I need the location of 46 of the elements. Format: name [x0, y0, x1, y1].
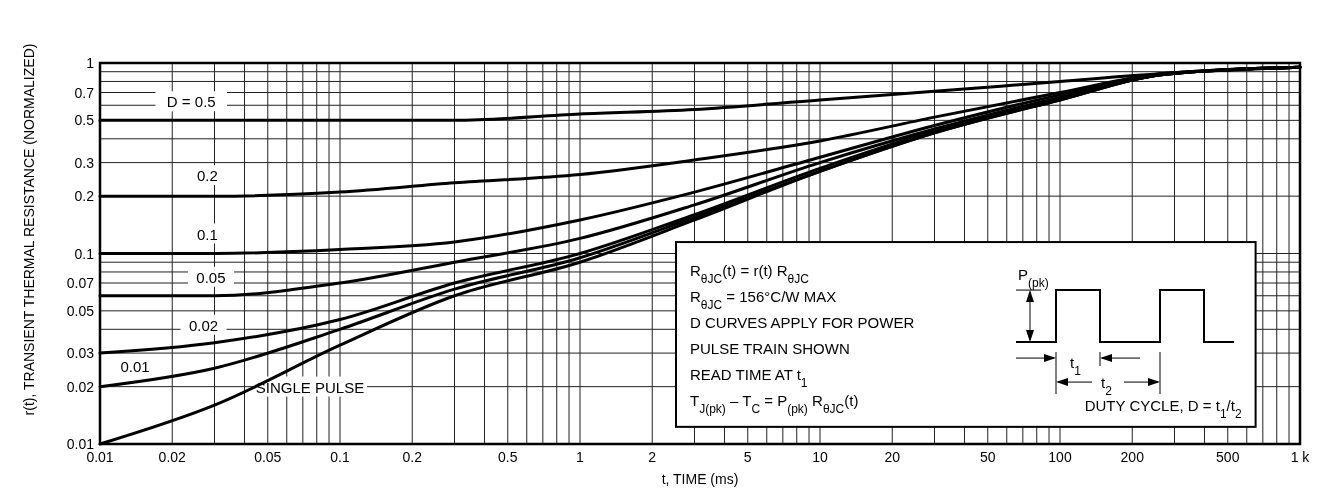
- x-tick-label: 1: [576, 449, 585, 465]
- x-axis-title: t, TIME (ms): [661, 471, 739, 487]
- series-label: SINGLE PULSE: [255, 378, 365, 396]
- x-tick-label: 0.02: [158, 449, 187, 465]
- x-tick-label: 100: [1048, 449, 1072, 465]
- y-tick-label: 1: [86, 55, 95, 71]
- x-tick-label: 500: [1216, 449, 1240, 465]
- series-label: 0.01: [120, 358, 150, 375]
- y-tick-label: 0.5: [74, 112, 95, 129]
- x-tick-label: 2: [648, 449, 657, 465]
- y-tick-label: 0.05: [66, 302, 95, 319]
- y-tick-label: 0.03: [66, 345, 95, 362]
- y-tick-label: 0.3: [74, 154, 95, 171]
- y-axis-title: r(t), TRANSIENT THERMAL RESISTANCE (NORMALIZED): [21, 43, 37, 416]
- y-tick-label: 0.02: [66, 378, 95, 395]
- x-tick-label: 1 k: [1290, 449, 1311, 465]
- x-tick-label: 20: [884, 449, 901, 465]
- annotation: READ TIME AT t$_{1}$: [690, 366, 808, 391]
- annotation: R$_{θJC}$ = 156°C/W MAX: [690, 288, 837, 313]
- series-label: 0.05: [196, 268, 226, 286]
- x-tick-label: 200: [1120, 449, 1145, 465]
- y-tick-label: 0.01: [66, 436, 95, 452]
- series-label: D = 0.5: [166, 93, 216, 111]
- x-tick-label: 0.05: [254, 449, 282, 465]
- y-tick-label: 0.7: [74, 84, 95, 101]
- series-label: 0.2: [196, 167, 218, 185]
- x-tick-label: 0.01: [86, 449, 114, 465]
- annotation: P$_{(pk)}$: [1018, 266, 1049, 291]
- x-tick-label: 10: [812, 449, 828, 465]
- y-tick-label: 0.2: [74, 188, 95, 205]
- annotation: PULSE TRAIN SHOWN: [690, 340, 850, 358]
- annotation: t$_{1}$: [1070, 354, 1082, 379]
- x-tick-label: 0.5: [498, 449, 518, 465]
- x-tick-label: 5: [743, 449, 752, 465]
- annotation: DUTY CYCLE, D = t$_{1}$/t$_{2}$: [1084, 396, 1242, 421]
- x-tick-label: 50: [979, 449, 996, 465]
- text: T$_{J(pk)}$ – T$_{C}$ = P$_{(pk)}$ R$_{θJC}$(t): [690, 392, 859, 417]
- y-tick-label: 0.07: [66, 275, 95, 292]
- annotation: t$_{2}$: [1101, 374, 1113, 399]
- y-tick-label: 0.1: [74, 245, 95, 262]
- annotation: D CURVES APPLY FOR POWER: [690, 314, 915, 332]
- series-label: 0.02: [188, 316, 219, 334]
- annotation: R$_{θJC}$(t) = r(t) R$_{θJC}$: [690, 262, 810, 287]
- series-label: 0.1: [196, 225, 218, 243]
- x-tick-label: 0.1: [330, 449, 350, 465]
- x-tick-label: 0.2: [402, 449, 423, 465]
